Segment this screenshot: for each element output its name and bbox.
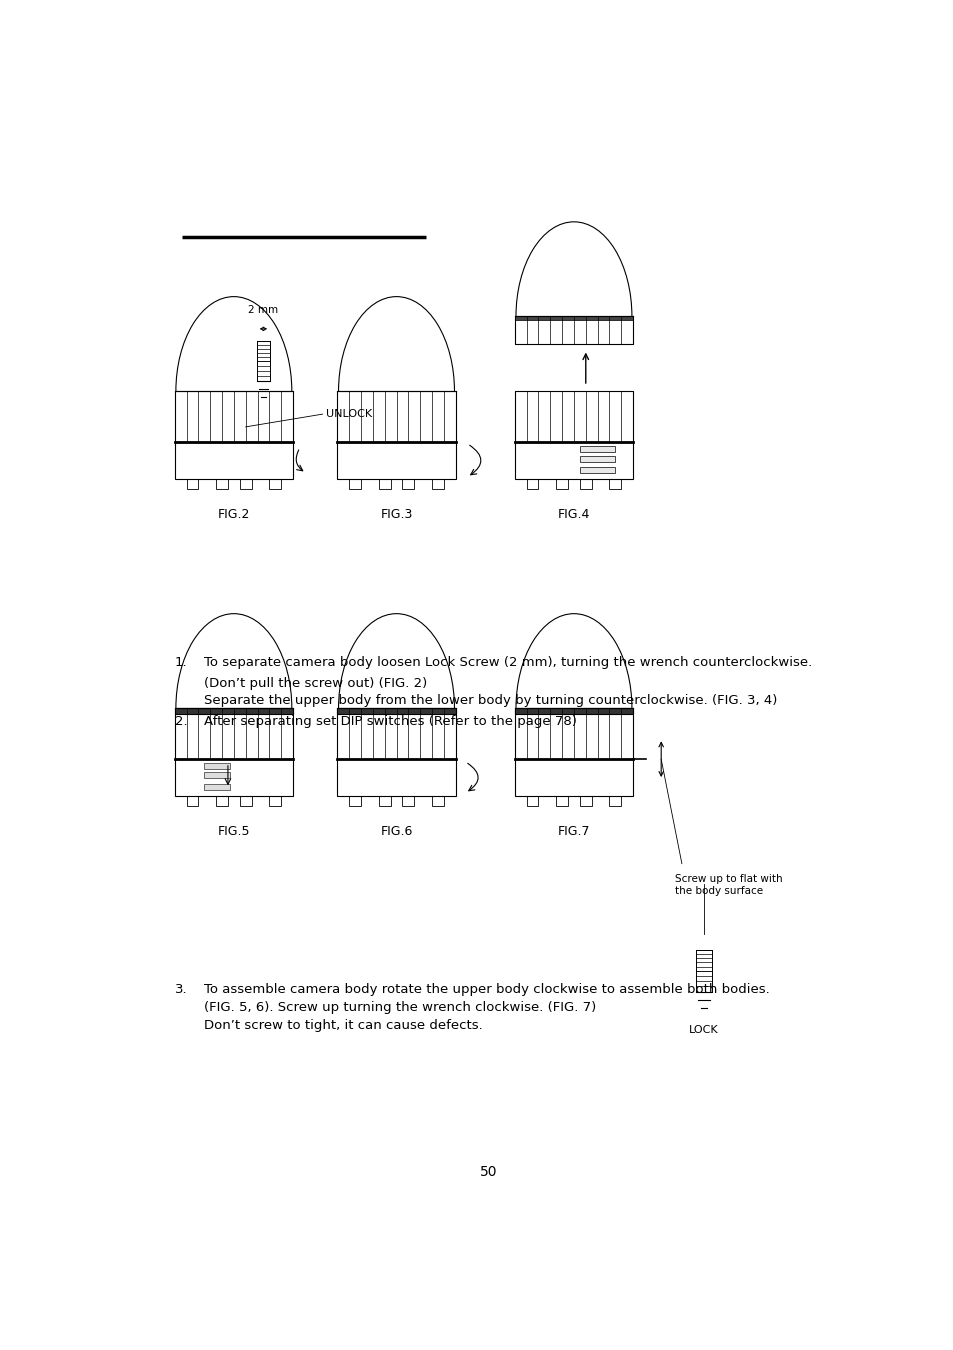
Bar (515, 759, 633, 795)
Bar (609, 478, 620, 490)
Bar (239, 795, 252, 806)
Text: 1.: 1. (174, 656, 187, 668)
Text: FIG.4: FIG.4 (558, 508, 590, 521)
Bar (187, 478, 198, 490)
Text: (Don’t pull the screw out) (FIG. 2): (Don’t pull the screw out) (FIG. 2) (204, 676, 427, 690)
Text: 2 mm: 2 mm (248, 305, 278, 316)
Text: FIG.5: FIG.5 (217, 825, 250, 838)
Bar (337, 709, 456, 759)
Bar (216, 795, 228, 806)
Text: After separating set DIP switches (Refer to the page 78): After separating set DIP switches (Refer… (204, 716, 577, 728)
Text: Don’t screw to tight, it can cause defects.: Don’t screw to tight, it can cause defec… (204, 1018, 482, 1031)
Bar (515, 709, 633, 759)
Bar (515, 392, 633, 443)
Bar (579, 467, 615, 472)
Bar (579, 478, 591, 490)
Bar (378, 795, 390, 806)
Bar (579, 455, 615, 462)
Bar (349, 795, 360, 806)
Bar (174, 443, 293, 478)
Text: (FIG. 5, 6). Screw up turning the wrench clockwise. (FIG. 7): (FIG. 5, 6). Screw up turning the wrench… (204, 1000, 596, 1014)
Bar (337, 443, 456, 478)
Bar (515, 316, 633, 320)
Bar (269, 478, 281, 490)
Bar (526, 795, 537, 806)
Bar (609, 795, 620, 806)
Text: FIG.2: FIG.2 (217, 508, 250, 521)
Bar (515, 443, 633, 478)
Bar (269, 795, 281, 806)
Bar (239, 478, 252, 490)
Bar (337, 759, 456, 795)
Bar (515, 709, 633, 714)
Bar (174, 392, 293, 443)
Bar (556, 795, 567, 806)
Bar (204, 772, 230, 778)
Bar (204, 783, 230, 790)
Text: To assemble camera body rotate the upper body clockwise to assemble both bodies.: To assemble camera body rotate the upper… (204, 983, 769, 996)
Text: To separate camera body loosen Lock Screw (2 mm), turning the wrench countercloc: To separate camera body loosen Lock Scre… (204, 656, 812, 668)
Text: FIG.6: FIG.6 (380, 825, 413, 838)
Bar (216, 478, 228, 490)
Text: UNLOCK: UNLOCK (326, 409, 372, 418)
Text: 2.: 2. (174, 716, 187, 728)
Bar (526, 478, 537, 490)
Bar (187, 795, 198, 806)
Bar (337, 392, 456, 443)
Bar (204, 763, 230, 769)
Bar (432, 478, 443, 490)
Text: Separate the upper body from the lower body by turning counterclockwise. (FIG. 3: Separate the upper body from the lower b… (204, 694, 777, 707)
Bar (515, 316, 633, 344)
Text: FIG.7: FIG.7 (558, 825, 590, 838)
Bar (378, 478, 390, 490)
Text: 50: 50 (479, 1165, 497, 1180)
Bar (432, 795, 443, 806)
Bar (349, 478, 360, 490)
Text: FIG.3: FIG.3 (380, 508, 413, 521)
Text: LOCK: LOCK (688, 1025, 719, 1035)
Bar (579, 446, 615, 452)
Text: Screw up to flat with
the body surface: Screw up to flat with the body surface (674, 873, 781, 895)
Bar (402, 795, 414, 806)
Bar (402, 478, 414, 490)
Bar (174, 759, 293, 795)
Text: 3.: 3. (174, 983, 187, 996)
Bar (556, 478, 567, 490)
Bar (579, 795, 591, 806)
Bar (337, 709, 456, 714)
Bar (174, 709, 293, 714)
Bar (174, 709, 293, 759)
